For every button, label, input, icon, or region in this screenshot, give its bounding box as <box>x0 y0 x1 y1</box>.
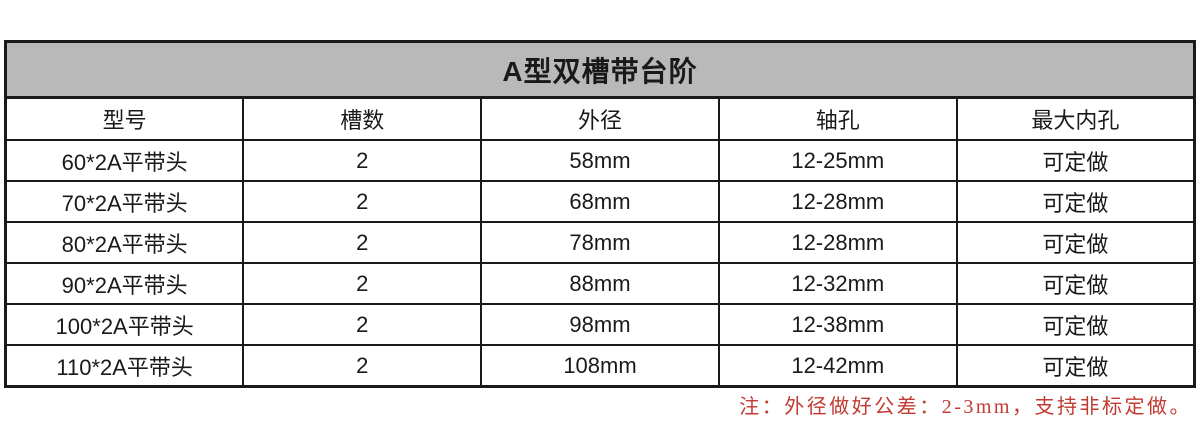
cell-outer-diameter: 58mm <box>480 139 720 182</box>
cell-shaft-hole: 12-32mm <box>717 262 958 305</box>
cell-shaft-hole: 12-28mm <box>717 221 958 264</box>
table-row: 60*2A平带头 2 58mm 12-25mm 可定做 <box>4 139 1196 182</box>
cell-shaft-hole: 12-28mm <box>717 180 958 223</box>
cell-max-bore: 可定做 <box>955 262 1196 305</box>
table-row: 90*2A平带头 2 88mm 12-32mm 可定做 <box>4 262 1196 305</box>
cell-grooves: 2 <box>242 262 483 305</box>
column-header-max-bore: 最大内孔 <box>955 96 1196 141</box>
column-header-outer-diameter: 外径 <box>480 96 720 141</box>
cell-grooves: 2 <box>242 139 483 182</box>
cell-shaft-hole: 12-42mm <box>717 344 958 388</box>
column-header-grooves: 槽数 <box>242 96 483 141</box>
cell-outer-diameter: 68mm <box>480 180 720 223</box>
spec-table: A型双槽带台阶 型号 槽数 外径 轴孔 最大内孔 60*2A平带头 2 58mm… <box>4 40 1196 388</box>
cell-model: 110*2A平带头 <box>4 344 245 388</box>
table-row: 70*2A平带头 2 68mm 12-28mm 可定做 <box>4 180 1196 223</box>
cell-model: 90*2A平带头 <box>4 262 245 305</box>
cell-model: 80*2A平带头 <box>4 221 245 264</box>
cell-model: 70*2A平带头 <box>4 180 245 223</box>
table-title-row: A型双槽带台阶 <box>4 40 1196 99</box>
cell-max-bore: 可定做 <box>955 344 1196 388</box>
cell-outer-diameter: 88mm <box>480 262 720 305</box>
table-row: 110*2A平带头 2 108mm 12-42mm 可定做 <box>4 344 1196 388</box>
column-header-shaft-hole: 轴孔 <box>717 96 958 141</box>
cell-grooves: 2 <box>242 344 483 388</box>
table-header-row: 型号 槽数 外径 轴孔 最大内孔 <box>4 96 1196 141</box>
cell-model: 100*2A平带头 <box>4 303 245 346</box>
cell-max-bore: 可定做 <box>955 221 1196 264</box>
cell-grooves: 2 <box>242 180 483 223</box>
cell-grooves: 2 <box>242 221 483 264</box>
cell-grooves: 2 <box>242 303 483 346</box>
cell-outer-diameter: 78mm <box>480 221 720 264</box>
cell-model: 60*2A平带头 <box>4 139 245 182</box>
table-row: 80*2A平带头 2 78mm 12-28mm 可定做 <box>4 221 1196 264</box>
column-header-model: 型号 <box>4 96 245 141</box>
cell-shaft-hole: 12-38mm <box>717 303 958 346</box>
cell-max-bore: 可定做 <box>955 180 1196 223</box>
table-row: 100*2A平带头 2 98mm 12-38mm 可定做 <box>4 303 1196 346</box>
cell-outer-diameter: 108mm <box>480 344 720 388</box>
cell-outer-diameter: 98mm <box>480 303 720 346</box>
cell-max-bore: 可定做 <box>955 303 1196 346</box>
cell-shaft-hole: 12-25mm <box>717 139 958 182</box>
table-title: A型双槽带台阶 <box>4 40 1196 99</box>
cell-max-bore: 可定做 <box>955 139 1196 182</box>
tolerance-note: 注：外径做好公差：2-3mm，支持非标定做。 <box>739 396 1192 418</box>
